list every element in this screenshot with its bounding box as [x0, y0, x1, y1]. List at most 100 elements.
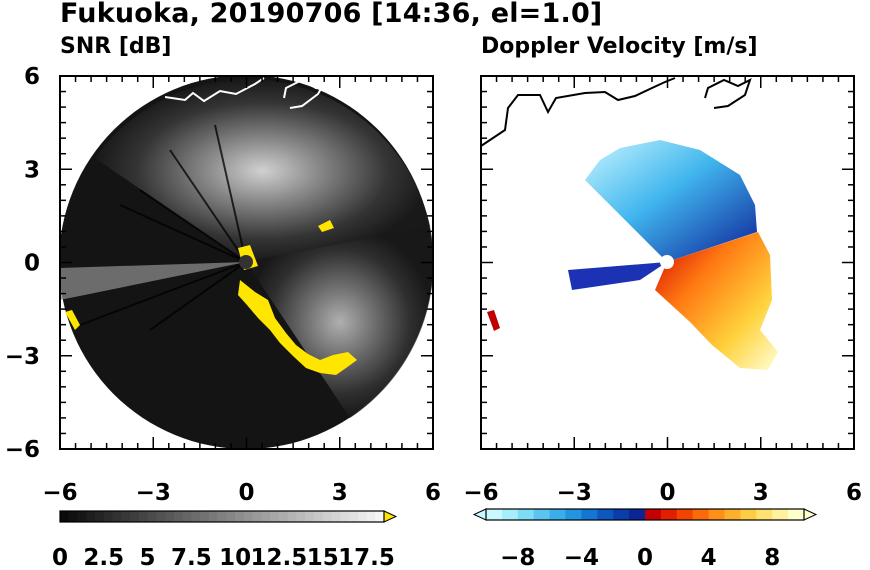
snr-colorbar-cell	[208, 511, 219, 522]
snr-colorbar-cell	[112, 511, 122, 522]
snr-colorbar-cell	[322, 511, 332, 522]
velocity-radar-site	[660, 255, 674, 269]
snr-x-tick-label: 3	[332, 480, 348, 506]
velocity-x-tick-label: 6	[846, 480, 862, 506]
velocity-plot-area	[481, 77, 778, 370]
velocity-colorbar-over-arrow	[803, 508, 818, 521]
velocity-coastline	[481, 77, 676, 147]
velocity-receding-echo	[655, 232, 778, 370]
snr-colorbar-cell	[375, 511, 385, 522]
snr-panel-title: SNR [dB]	[60, 34, 172, 59]
snr-colorbar-tick-label: 5	[140, 545, 156, 570]
snr-over-range-echo-west	[65, 310, 80, 330]
snr-colorbar-cell	[147, 511, 157, 522]
velocity-colorbar-cell	[565, 509, 582, 520]
snr-colorbar-cell	[296, 511, 306, 522]
snr-colorbar-tick-label: 10	[219, 545, 251, 570]
velocity-x-tick-label: −6	[463, 480, 498, 506]
snr-echo-west	[60, 262, 246, 300]
snr-coastline	[164, 77, 265, 103]
snr-colorbar-tick-label: 15	[307, 545, 339, 570]
snr-y-tick-label: 0	[24, 251, 40, 277]
figure-title: Fukuoka, 20190706 [14:36, el=1.0]	[60, 0, 603, 29]
snr-y-tick-label: 3	[24, 157, 40, 183]
snr-colorbar-cell	[235, 511, 245, 522]
velocity-west-echo	[568, 262, 667, 290]
snr-colorbar-over-arrow	[383, 510, 398, 523]
snr-colorbar-cell	[103, 511, 114, 522]
snr-colorbar-cell	[226, 511, 236, 522]
snr-colorbar-frame	[59, 510, 385, 523]
velocity-approaching-echo	[585, 140, 757, 262]
snr-colorbar-cell	[165, 511, 175, 522]
snr-colorbar-cell	[200, 511, 210, 522]
velocity-x-tick-label: 3	[753, 480, 769, 506]
snr-colorbar-labels: 0 2.5 5 7.5 10 12.5 15 17.5	[52, 545, 395, 570]
velocity-x-tick-label: −3	[557, 480, 592, 506]
velocity-colorbar-cell	[692, 509, 710, 520]
snr-colorbar-cell	[313, 511, 324, 522]
snr-colorbar-cell	[357, 511, 367, 522]
snr-x-tick-label: 6	[425, 480, 441, 506]
snr-x-tick-label: 0	[238, 480, 254, 506]
velocity-colorbar-cell	[660, 509, 678, 520]
snr-colorbar-cell	[340, 511, 350, 522]
snr-colorbar-cell	[156, 511, 166, 522]
velocity-panel-title: Doppler Velocity [m/s]	[481, 34, 758, 59]
snr-colorbar-cell	[278, 511, 289, 522]
snr-y-tick-label: 6	[24, 64, 40, 90]
snr-colorbar-cell	[121, 511, 131, 522]
snr-colorbar-tick-label: 17.5	[338, 545, 395, 570]
snr-colorbar-tick-label: 12.5	[251, 545, 308, 570]
velocity-colorbar-cell	[597, 509, 614, 520]
snr-colorbar-cell	[331, 511, 341, 522]
snr-y-tick-label: −3	[5, 344, 40, 370]
snr-over-range-echo-east	[318, 220, 334, 232]
snr-x-tick-label: −3	[136, 480, 171, 506]
velocity-colorbar-tick-label: 4	[701, 545, 717, 570]
snr-echo-sector-south	[246, 226, 433, 418]
snr-over-range-echo	[238, 280, 357, 375]
snr-colorbar-cell	[86, 511, 96, 522]
snr-blocked-beams	[79, 124, 247, 331]
velocity-colorbar-cell	[486, 509, 503, 520]
velocity-colorbar-cell	[740, 509, 757, 520]
velocity-west-edge-echo	[487, 310, 500, 331]
snr-colorbar-cell	[68, 511, 79, 522]
velocity-colorbar-cell	[581, 509, 598, 520]
velocity-colorbar-cell	[549, 509, 566, 520]
snr-coastline-island	[283, 78, 327, 109]
snr-colorbar-cell	[138, 511, 149, 522]
velocity-colorbar-cell	[772, 509, 789, 520]
snr-colorbar-cell	[252, 511, 262, 522]
snr-colorbar-cell	[60, 511, 70, 522]
snr-colorbar-cell	[243, 511, 254, 522]
velocity-colorbar-cell	[676, 509, 694, 520]
velocity-colorbar-cell	[517, 509, 535, 520]
snr-colorbar-cell	[366, 511, 376, 522]
snr-colorbar-cell	[77, 511, 87, 522]
velocity-colorbar-cell	[645, 509, 662, 520]
velocity-colorbar-cell	[756, 509, 773, 520]
velocity-colorbar-cell	[708, 509, 725, 520]
snr-colorbar-cell	[182, 511, 192, 522]
velocity-colorbar-frame	[485, 508, 805, 521]
velocity-colorbar-cell	[501, 509, 519, 520]
velocity-colorbar	[472, 508, 818, 521]
snr-colorbar-cell	[270, 511, 280, 522]
velocity-axis-ticks	[480, 75, 855, 450]
velocity-colorbar-under-arrow	[472, 508, 487, 521]
snr-colorbar-cell	[287, 511, 297, 522]
snr-radar-site	[239, 255, 253, 269]
snr-colorbar-cell	[173, 511, 184, 522]
velocity-colorbar-cell	[629, 509, 646, 520]
snr-echo-sector	[95, 79, 430, 262]
snr-axis-labels: −6 −3 0 3 6 6 3 0 −3 −6	[5, 64, 441, 506]
velocity-colorbar-labels: −8 −4 0 4 8	[500, 545, 780, 570]
snr-colorbar-tick-label: 2.5	[83, 545, 124, 570]
velocity-colorbar-tick-label: −8	[500, 545, 535, 570]
snr-colorbar-cell	[130, 511, 140, 522]
velocity-colorbar-tick-label: 8	[764, 545, 780, 570]
snr-colorbar-cell	[191, 511, 201, 522]
velocity-axis-labels: −6 −3 0 3 6	[463, 480, 862, 506]
